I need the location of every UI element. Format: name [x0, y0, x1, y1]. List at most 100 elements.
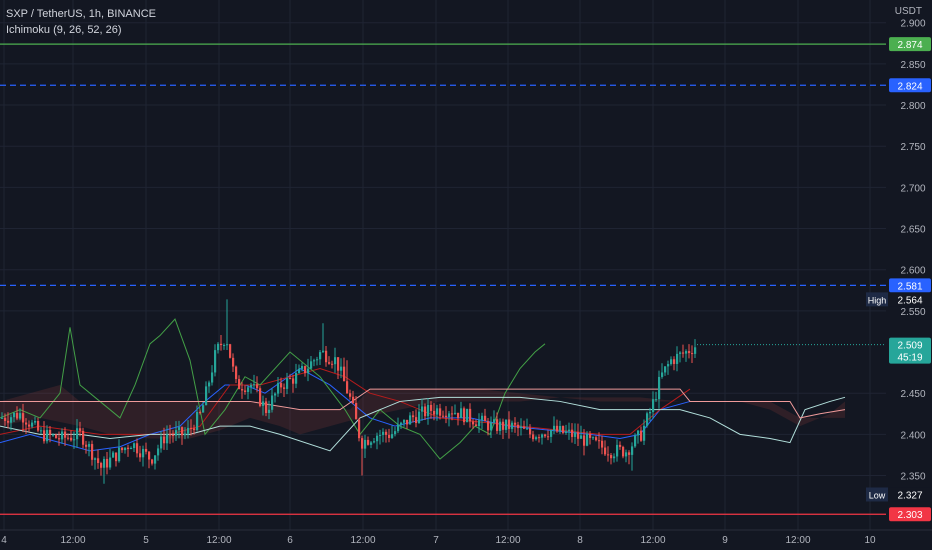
candle-body	[175, 430, 178, 436]
candlestick-series	[1, 299, 697, 484]
candle-body	[529, 428, 532, 435]
candle-body	[103, 458, 106, 468]
cloud-fill	[0, 384, 845, 439]
x-tick-label: 12:00	[495, 535, 520, 546]
candle-body	[187, 427, 190, 434]
candle-body	[37, 421, 40, 431]
low-tag	[866, 487, 888, 502]
candle-body	[196, 412, 199, 431]
candle-body	[43, 430, 46, 442]
x-tick-label: 12:00	[785, 535, 810, 546]
candle-body	[571, 429, 574, 437]
indicator-title[interactable]: Ichimoku (9, 26, 52, 26)	[6, 24, 122, 36]
candle-body	[460, 408, 463, 418]
candle-body	[415, 417, 418, 424]
candle-body	[451, 413, 454, 415]
candle-body	[637, 430, 640, 436]
candle-body	[172, 434, 175, 436]
candle-body	[148, 451, 151, 460]
low-value-badge	[889, 487, 931, 502]
candle-body	[631, 446, 634, 455]
candle-body	[511, 422, 514, 429]
candle-body	[178, 427, 181, 431]
candle-body	[499, 421, 502, 431]
candle-body	[622, 446, 625, 457]
candle-body	[316, 359, 319, 361]
candle-body	[469, 408, 472, 422]
price-level-value: 2.581	[897, 281, 922, 292]
candle-body	[181, 427, 184, 436]
candle-body	[562, 426, 565, 433]
candle-body	[280, 383, 283, 388]
candle-body	[403, 419, 406, 423]
price-level-badge	[889, 278, 931, 293]
candle-body	[370, 442, 373, 445]
candle-body	[307, 368, 310, 374]
candle-body	[658, 376, 661, 400]
candle-body	[295, 372, 298, 384]
last-price-badge	[889, 337, 931, 364]
y-tick-label: 2.800	[900, 101, 925, 112]
candle-body	[652, 399, 655, 412]
candle-body	[169, 434, 172, 436]
candle-body	[475, 424, 478, 427]
candle-body	[193, 428, 196, 431]
time-axis[interactable]: 4 12:00 5 12:00 6 12:00 7 12:00 8 12:00 9 12:00 10	[0, 529, 932, 546]
candle-body	[241, 389, 244, 391]
candle-body	[142, 448, 145, 458]
candle-body	[199, 412, 202, 414]
candle-body	[556, 425, 559, 432]
x-tick-label: 12:00	[206, 535, 231, 546]
candle-body	[76, 428, 79, 440]
candle-body	[328, 362, 331, 364]
candle-body	[25, 422, 28, 425]
candle-body	[217, 343, 220, 351]
candle-body	[568, 429, 571, 432]
bar-countdown: 45:19	[897, 353, 922, 364]
x-tick-label: 12:00	[640, 535, 665, 546]
candle-body	[289, 378, 292, 380]
candle-body	[634, 435, 637, 447]
horizontal-levels[interactable]: 2.874 2.824 2.581 2.303 High 2.564 Low 2.327 2.5…	[0, 37, 931, 522]
price-level-badge	[889, 37, 931, 52]
candle-body	[559, 426, 562, 432]
candle-body	[532, 434, 535, 440]
low-value: 2.327	[897, 490, 922, 501]
candle-body	[319, 352, 322, 360]
candle-body	[235, 366, 238, 380]
candle-body	[61, 431, 64, 440]
candle-body	[400, 422, 403, 425]
candle-body	[466, 408, 469, 423]
price-level-value: 2.303	[897, 510, 922, 521]
candle-body	[151, 459, 154, 464]
symbol-title[interactable]: SXP / TetherUS, 1h, BINANCE	[6, 8, 156, 20]
candle-body	[646, 413, 649, 426]
candle-body	[205, 386, 208, 406]
candle-body	[352, 396, 355, 404]
candle-body	[52, 434, 55, 436]
candle-body	[13, 412, 16, 418]
candle-body	[115, 452, 118, 462]
candle-body	[313, 360, 316, 362]
candle-body	[430, 404, 433, 411]
candle-body	[82, 430, 85, 445]
x-tick-label: 7	[433, 535, 439, 546]
price-axis[interactable]: 2.900 2.850 2.800 2.750 2.700 2.650 2.600 2.550…	[900, 19, 925, 483]
candle-body	[286, 378, 289, 389]
candle-body	[433, 410, 436, 415]
price-level-badge	[889, 78, 931, 93]
candle-body	[85, 444, 88, 447]
candle-body	[157, 448, 160, 456]
price-level-value: 2.824	[897, 81, 922, 92]
candle-body	[304, 366, 307, 374]
candle-body	[70, 437, 73, 441]
candle-body	[379, 434, 382, 436]
candle-body	[340, 366, 343, 371]
grid-lines	[0, 0, 886, 530]
low-label: Low	[869, 490, 886, 500]
candle-body	[232, 357, 235, 367]
currency-label: USDT	[894, 6, 922, 17]
candle-body	[337, 357, 340, 371]
candle-body	[586, 433, 589, 446]
